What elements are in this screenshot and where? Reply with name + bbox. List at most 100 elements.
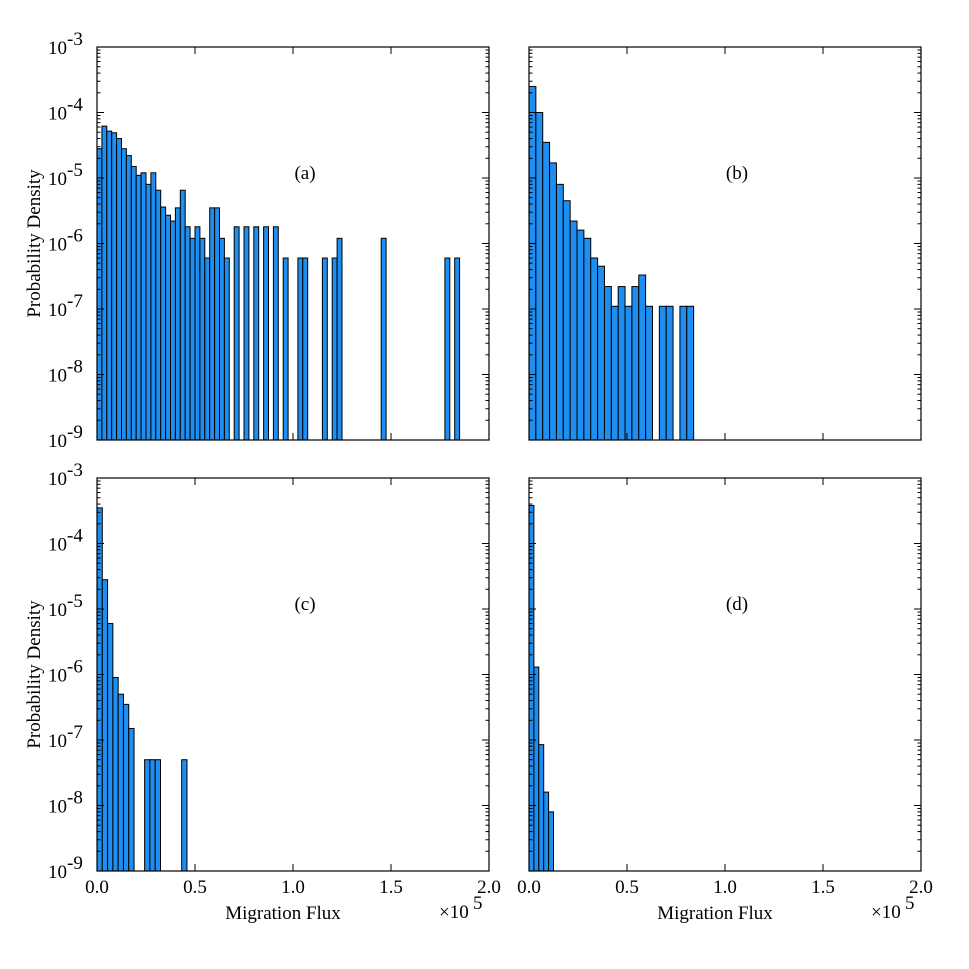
- bar-a-9: [140, 172, 147, 441]
- ytick-exponent: -3: [67, 460, 83, 481]
- bar-a-2: [106, 130, 113, 441]
- ytick-label: 10: [48, 469, 67, 490]
- bar-c-1: [101, 579, 109, 872]
- bar-c-9: [154, 759, 162, 872]
- bar-a-21: [199, 237, 206, 441]
- ytick-label: 10: [48, 731, 67, 752]
- bar-d-2: [538, 744, 545, 872]
- bar-d-4: [548, 811, 554, 872]
- bar-c-2: [107, 623, 114, 872]
- bar-a-39: [444, 257, 451, 441]
- bar-a-30: [263, 226, 270, 441]
- bar-a-37: [336, 237, 343, 441]
- bar-a-10: [145, 183, 152, 441]
- bar-a-1: [101, 125, 108, 441]
- bar-b-16: [638, 274, 647, 441]
- ytick-exponent: -6: [67, 226, 83, 247]
- bar-a-31: [272, 226, 279, 441]
- bar-a-33: [297, 257, 304, 441]
- xtick-label: 1.0: [281, 877, 305, 898]
- x-axis-label: Migration Flux: [657, 903, 773, 924]
- panel-c: 10-310-410-510-610-710-810 -9Probability …: [24, 460, 501, 924]
- ytick-label: 10: [48, 666, 67, 687]
- x-axis-multiplier-exponent: 5: [905, 893, 915, 914]
- ytick-exponent: -3: [67, 29, 83, 50]
- x-axis-multiplier: ×10: [871, 902, 901, 923]
- bar-a-25: [219, 237, 225, 441]
- bar-a-32: [282, 257, 289, 441]
- bar-a-18: [184, 226, 191, 441]
- bar-b-14: [624, 305, 633, 441]
- bar-a-27: [233, 226, 240, 441]
- bar-b-17: [645, 305, 653, 441]
- panel-b: (b): [528, 46, 922, 441]
- y-axis-label: Probability Density: [24, 169, 45, 318]
- bar-b-2: [542, 141, 551, 441]
- ytick-exponent: -4: [67, 95, 83, 116]
- x-axis-multiplier: ×10: [439, 902, 469, 923]
- bar-b-3: [549, 162, 557, 441]
- bar-a-23: [209, 207, 216, 441]
- panel-a: 10-310-410-510-610-710-810 -9Probability …: [24, 29, 490, 452]
- ytick-label: 10: [48, 300, 67, 321]
- xtick-label: 1.5: [811, 877, 835, 898]
- bar-b-9: [590, 257, 599, 441]
- bar-a-8: [135, 174, 142, 441]
- xtick-label: 1.5: [379, 877, 403, 898]
- bar-a-17: [179, 189, 186, 441]
- y-axis-label: Probability Density: [24, 600, 45, 749]
- bar-a-22: [204, 257, 211, 441]
- bar-b-6: [569, 220, 578, 441]
- xtick-label: 0.5: [183, 877, 207, 898]
- ytick-exponent: -8: [67, 357, 83, 378]
- ytick-label: 10: [48, 600, 67, 621]
- ytick-exponent: -6: [67, 657, 83, 678]
- bar-a-15: [170, 220, 176, 441]
- ytick-exponent: -5: [67, 160, 83, 181]
- bar-a-38: [380, 237, 387, 441]
- xtick-label: 0.0: [517, 877, 541, 898]
- ytick-exponent: -4: [67, 526, 83, 547]
- bar-a-3: [111, 132, 118, 441]
- bar-c-8: [149, 759, 156, 872]
- bar-b-4: [555, 183, 564, 441]
- bar-a-11: [150, 172, 157, 441]
- xtick-label: 2.0: [909, 877, 933, 898]
- panel-label: (a): [294, 163, 315, 184]
- bar-a-36: [331, 257, 338, 441]
- xtick-label: 2.0: [477, 877, 501, 898]
- bar-a-16: [174, 207, 181, 441]
- panel-label: (b): [726, 163, 748, 184]
- ytick-label: 10: [48, 366, 67, 387]
- bar-b-7: [576, 229, 585, 441]
- bar-a-26: [223, 257, 230, 441]
- bar-b-20: [679, 305, 688, 441]
- bar-b-18: [658, 305, 667, 441]
- bar-a-28: [243, 226, 250, 441]
- x-axis-label: Migration Flux: [225, 903, 341, 924]
- x-axis-multiplier-exponent: 5: [473, 893, 483, 914]
- bar-a-5: [121, 148, 127, 441]
- ytick-label: 10: [48, 38, 67, 59]
- bar-b-15: [631, 286, 640, 441]
- bar-b-10: [597, 265, 605, 441]
- xtick-label: 0.5: [615, 877, 639, 898]
- bar-b-12: [610, 305, 619, 441]
- bar-a-35: [321, 257, 328, 441]
- plot-frame: [528, 477, 922, 872]
- panel-d: 0.0 0.5 1.0 1.5 2.0 Migration Flux ×10 5 (d): [517, 477, 933, 924]
- bar-a-7: [130, 165, 137, 441]
- ytick-label: 10: [48, 862, 67, 883]
- ytick-exponent: -9: [67, 853, 83, 874]
- bar-b-8: [583, 237, 592, 441]
- ytick-exponent: -9: [67, 422, 83, 443]
- ytick-exponent: -8: [67, 788, 83, 809]
- bar-a-19: [189, 237, 196, 441]
- ytick-label: 10: [48, 104, 67, 125]
- bar-c-3: [112, 676, 119, 872]
- ytick-label: 10: [48, 431, 67, 452]
- xtick-label: 0.0: [85, 877, 109, 898]
- bar-a-6: [125, 155, 132, 441]
- bar-c-6: [128, 727, 135, 872]
